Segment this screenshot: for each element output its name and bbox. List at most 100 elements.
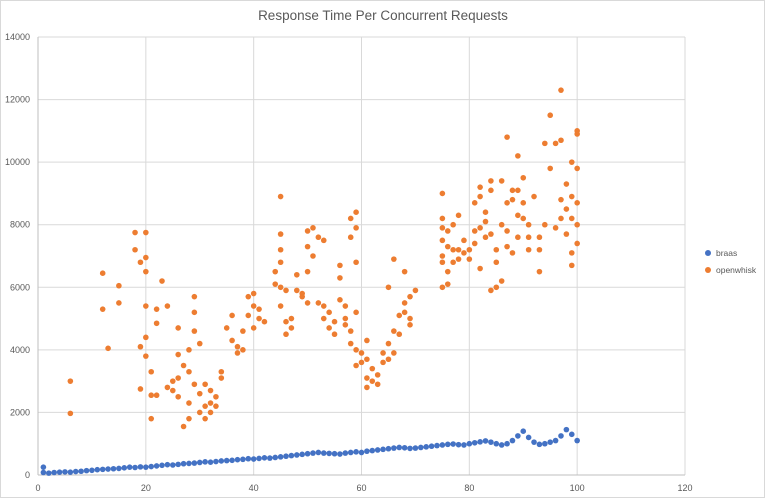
- point-braas: [121, 465, 128, 471]
- point-openwhisk: [67, 378, 74, 384]
- point-braas: [477, 439, 483, 445]
- point-openwhisk: [439, 225, 446, 231]
- point-openwhisk: [493, 246, 500, 253]
- point-openwhisk: [358, 359, 365, 366]
- point-braas: [299, 451, 305, 458]
- point-braas: [223, 457, 230, 464]
- x-tick-label: 60: [356, 483, 366, 493]
- point-openwhisk: [202, 381, 208, 388]
- point-openwhisk: [304, 300, 311, 306]
- point-openwhisk: [245, 312, 252, 319]
- legend-item-braas: braas: [705, 248, 756, 258]
- point-openwhisk: [568, 250, 575, 256]
- data-points: [40, 87, 580, 476]
- point-openwhisk: [471, 240, 478, 247]
- point-openwhisk: [337, 275, 343, 281]
- point-openwhisk: [520, 215, 527, 222]
- point-openwhisk: [250, 290, 257, 297]
- point-openwhisk: [515, 212, 521, 219]
- point-openwhisk: [143, 268, 149, 275]
- point-openwhisk: [67, 410, 74, 417]
- point-openwhisk: [471, 200, 478, 206]
- point-openwhisk: [358, 350, 365, 356]
- point-openwhisk: [407, 315, 413, 322]
- point-braas: [418, 444, 424, 451]
- point-braas: [331, 450, 338, 457]
- point-braas: [240, 456, 246, 463]
- point-openwhisk: [547, 112, 554, 119]
- point-braas: [132, 464, 138, 471]
- point-braas: [536, 441, 543, 448]
- point-openwhisk: [380, 359, 386, 366]
- point-openwhisk: [385, 356, 392, 363]
- point-openwhisk: [450, 221, 456, 228]
- point-openwhisk: [116, 282, 122, 289]
- point-braas: [455, 441, 462, 448]
- point-openwhisk: [558, 215, 564, 222]
- point-braas: [169, 462, 176, 468]
- point-openwhisk: [525, 221, 532, 228]
- point-openwhisk: [504, 134, 510, 140]
- point-openwhisk: [353, 362, 359, 369]
- point-openwhisk: [277, 259, 284, 266]
- point-openwhisk: [488, 231, 494, 237]
- point-openwhisk: [482, 234, 489, 241]
- point-openwhisk: [401, 300, 408, 306]
- chart-title: Response Time Per Concurrent Requests: [258, 8, 508, 23]
- point-openwhisk: [331, 331, 338, 338]
- point-braas: [45, 470, 52, 476]
- point-openwhisk: [466, 256, 473, 262]
- point-openwhisk: [391, 350, 397, 356]
- point-openwhisk: [536, 246, 543, 253]
- point-openwhisk: [148, 392, 155, 399]
- point-braas: [364, 448, 370, 455]
- point-openwhisk: [444, 281, 451, 287]
- point-openwhisk: [563, 231, 570, 237]
- x-tick-label: 40: [249, 483, 259, 493]
- point-openwhisk: [520, 174, 527, 181]
- point-openwhisk: [223, 325, 230, 331]
- point-openwhisk: [401, 268, 408, 275]
- point-braas: [342, 450, 349, 456]
- point-braas: [288, 452, 295, 459]
- point-braas: [504, 440, 510, 447]
- y-tick-label: 4000: [10, 345, 30, 355]
- point-openwhisk: [342, 315, 349, 322]
- point-openwhisk: [488, 187, 494, 194]
- point-openwhisk: [191, 381, 198, 388]
- point-braas: [229, 457, 235, 464]
- point-openwhisk: [525, 234, 532, 241]
- point-braas: [558, 433, 564, 439]
- point-openwhisk: [337, 262, 343, 269]
- point-openwhisk: [164, 303, 171, 309]
- point-openwhisk: [364, 337, 370, 344]
- point-openwhisk: [159, 278, 165, 284]
- point-openwhisk: [132, 246, 138, 253]
- point-braas: [428, 443, 435, 450]
- point-openwhisk: [552, 140, 559, 147]
- point-braas: [552, 437, 559, 444]
- point-openwhisk: [477, 193, 483, 200]
- point-braas: [385, 445, 392, 452]
- point-openwhisk: [444, 268, 451, 275]
- point-openwhisk: [137, 259, 144, 266]
- point-braas: [191, 460, 198, 466]
- point-openwhisk: [250, 325, 257, 331]
- point-openwhisk: [364, 375, 370, 381]
- point-braas: [175, 461, 181, 468]
- point-braas: [374, 447, 381, 453]
- point-braas: [380, 446, 386, 453]
- point-braas: [353, 449, 359, 455]
- point-braas: [267, 455, 273, 461]
- series-openwhisk: [67, 87, 580, 430]
- point-openwhisk: [342, 322, 349, 328]
- point-braas: [272, 454, 279, 461]
- point-braas: [234, 456, 241, 463]
- point-openwhisk: [347, 234, 354, 241]
- point-openwhisk: [229, 337, 235, 344]
- point-openwhisk: [477, 184, 483, 190]
- point-openwhisk: [509, 250, 516, 256]
- point-openwhisk: [191, 309, 198, 316]
- point-openwhisk: [455, 256, 462, 262]
